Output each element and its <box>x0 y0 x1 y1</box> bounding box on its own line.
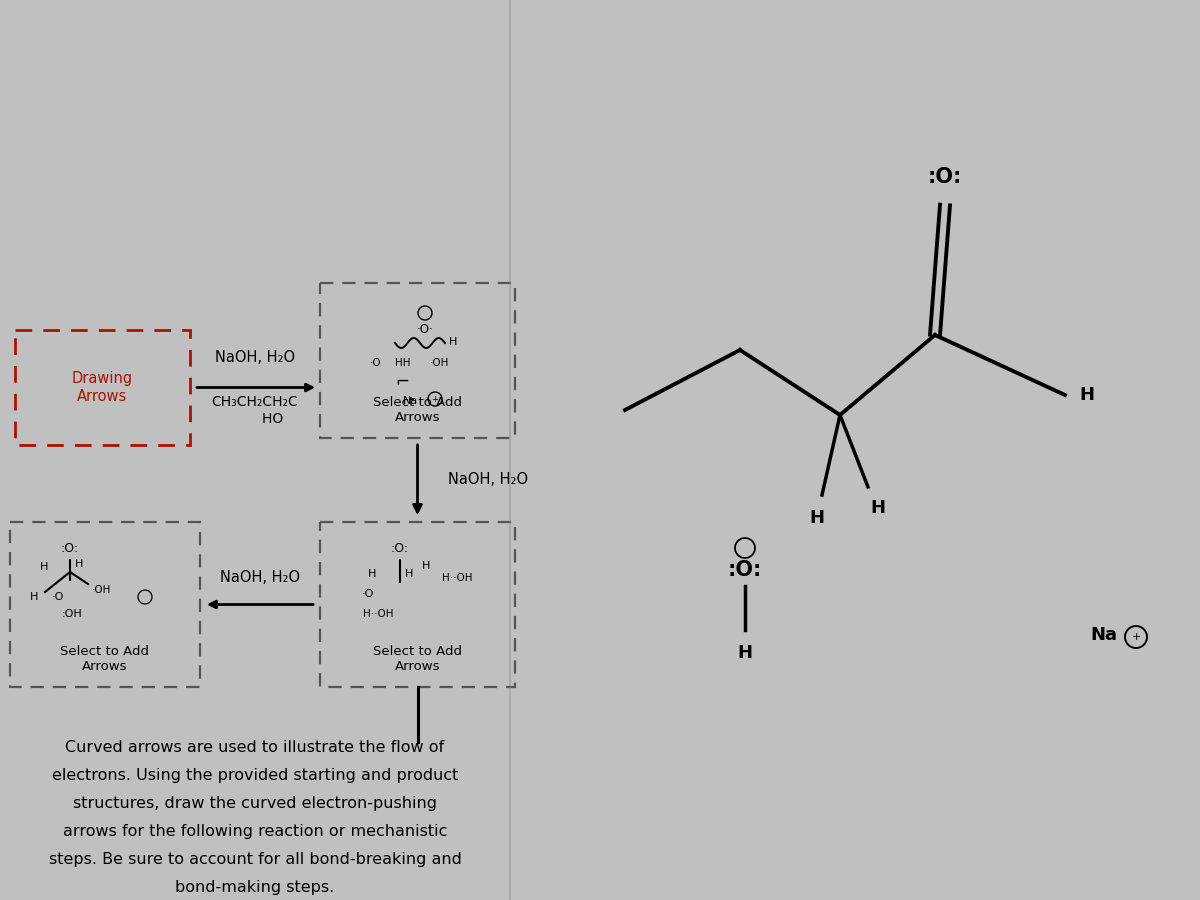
Text: H: H <box>40 562 48 572</box>
Text: Select to Add
Arrows: Select to Add Arrows <box>373 396 462 424</box>
Text: Select to Add
Arrows: Select to Add Arrows <box>60 645 150 673</box>
Text: H: H <box>74 559 83 569</box>
Text: steps. Be sure to account for all bond-breaking and: steps. Be sure to account for all bond-b… <box>48 852 462 867</box>
Text: Curved arrows are used to illustrate the flow of: Curved arrows are used to illustrate the… <box>66 740 444 755</box>
Text: :O:: :O: <box>928 167 962 187</box>
Text: :O:: :O: <box>728 560 762 580</box>
Text: H: H <box>422 561 431 571</box>
Text: Select to Add
Arrows: Select to Add Arrows <box>373 645 462 673</box>
Text: NaOH, H₂O: NaOH, H₂O <box>220 570 300 584</box>
Text: ·OH: ·OH <box>92 585 112 595</box>
Text: +: + <box>1132 632 1141 642</box>
Text: NaOH, H₂O: NaOH, H₂O <box>215 350 295 365</box>
Text: :O:: :O: <box>61 542 79 555</box>
Text: ·O·: ·O· <box>416 323 433 336</box>
Text: HH: HH <box>395 358 410 368</box>
Bar <box>320 522 515 687</box>
Text: ·O: ·O <box>362 589 374 599</box>
Text: H··OH: H··OH <box>442 573 473 583</box>
Text: H: H <box>810 509 824 527</box>
Text: H: H <box>449 337 457 347</box>
Text: arrows for the following reaction or mechanistic: arrows for the following reaction or mec… <box>62 824 448 839</box>
Text: electrons. Using the provided starting and product: electrons. Using the provided starting a… <box>52 768 458 783</box>
Text: NaOH, H₂O: NaOH, H₂O <box>448 472 528 488</box>
Text: Na: Na <box>1090 626 1117 644</box>
Text: +: + <box>432 394 438 403</box>
Text: structures, draw the curved electron-pushing: structures, draw the curved electron-pus… <box>73 796 437 811</box>
Text: H: H <box>1079 386 1094 404</box>
Text: :O:: :O: <box>391 542 409 555</box>
Text: bond-making steps.: bond-making steps. <box>175 880 335 895</box>
Text: H: H <box>406 569 413 579</box>
Text: :OH: :OH <box>62 609 83 619</box>
Text: H··OH: H··OH <box>362 609 394 619</box>
Text: ·O: ·O <box>370 358 382 368</box>
Text: H: H <box>30 592 38 602</box>
Text: CH₃CH₂CH₂C
        HO: CH₃CH₂CH₂C HO <box>211 395 299 426</box>
Text: ·O: ·O <box>52 592 65 602</box>
Text: Na: Na <box>403 396 419 406</box>
Bar <box>320 283 515 438</box>
Text: ·OH: ·OH <box>430 358 449 368</box>
Text: H: H <box>870 499 886 517</box>
Text: Drawing
Arrows: Drawing Arrows <box>72 372 133 404</box>
Bar <box>14 330 190 445</box>
Text: H: H <box>368 569 376 579</box>
Bar <box>10 522 200 687</box>
Text: H: H <box>738 644 752 662</box>
Text: ⌐: ⌐ <box>395 372 409 390</box>
